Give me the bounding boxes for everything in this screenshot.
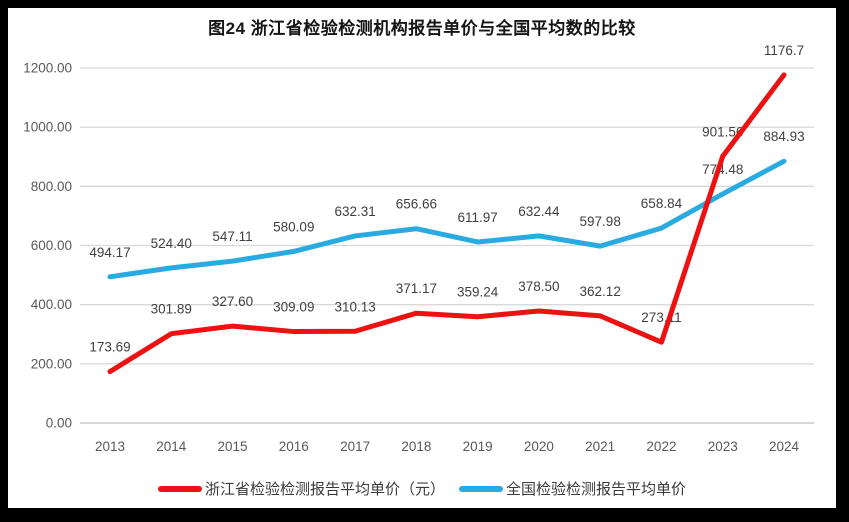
data-label: 901.56: [702, 124, 743, 139]
x-axis-tick-label: 2019: [463, 439, 493, 454]
legend-marker-national-icon: [459, 485, 503, 492]
data-label: 632.44: [518, 204, 560, 219]
x-axis-tick-label: 2020: [524, 439, 554, 454]
data-label: 580.09: [273, 219, 314, 234]
data-label: 359.24: [457, 285, 499, 300]
chart-area: 图24 浙江省检验检测机构报告单价与全国平均数的比较 0.00 200.00 400…: [8, 8, 836, 508]
y-axis-tick-label: 400.00: [31, 297, 72, 312]
legend-label-national: 全国检验检测报告平均单价: [506, 481, 687, 498]
x-axis-tick-label: 2013: [95, 439, 125, 454]
series-line: [107, 158, 787, 280]
data-label: 632.31: [334, 204, 375, 219]
data-label: 327.60: [212, 294, 253, 309]
x-axis-tick-label: 2014: [156, 439, 187, 454]
legend-item-zhejiang: 浙江省检验检测报告平均单价（元）: [157, 478, 445, 499]
y-axis-tick-label: 1000.00: [23, 120, 72, 135]
x-axis-tick-label: 2015: [218, 439, 248, 454]
data-label: 494.17: [89, 245, 130, 260]
legend-item-national: 全国检验检测报告平均单价: [459, 478, 686, 499]
chart-canvas: 0.00 200.00 400.00 600.00 800.00 1000.00 1200.…: [23, 43, 814, 454]
data-label: 371.17: [396, 281, 437, 296]
legend-label-zhejiang: 浙江省检验检测报告平均单价（元）: [204, 481, 445, 498]
y-axis-tick-label: 800.00: [31, 179, 72, 194]
legend-marker-zhejiang-icon: [157, 485, 202, 492]
data-label: 774.48: [702, 162, 743, 177]
data-label: 362.12: [580, 284, 621, 299]
data-label: 173.69: [89, 340, 130, 355]
x-axis-tick-label: 2022: [646, 439, 676, 454]
data-label: 378.50: [518, 279, 559, 294]
y-axis-tick-label: 600.00: [31, 238, 72, 253]
data-label: 310.13: [334, 299, 375, 314]
y-axis-tick-label: 0.00: [46, 416, 72, 431]
data-label: 524.40: [151, 236, 192, 251]
data-label: 658.84: [641, 196, 683, 211]
chart-title: 图24 浙江省检验检测机构报告单价与全国平均数的比较: [208, 19, 636, 38]
x-axis-tick-label: 2023: [708, 439, 738, 454]
data-label: 884.93: [763, 129, 804, 144]
data-label: 656.66: [396, 197, 437, 212]
data-label: 309.09: [273, 300, 314, 315]
y-axis-tick-label: 200.00: [31, 356, 72, 371]
x-axis-tick-label: 2018: [401, 439, 431, 454]
y-axis-tick-label: 1200.00: [23, 61, 72, 76]
x-axis-tick-label: 2016: [279, 439, 309, 454]
data-label: 611.97: [457, 210, 497, 225]
data-label: 547.11: [212, 229, 252, 244]
x-axis-tick-label: 2017: [340, 439, 370, 454]
data-label: 273.11: [641, 310, 681, 325]
data-label: 301.89: [151, 302, 192, 317]
x-axis-tick-label: 2024: [769, 439, 800, 454]
data-label: 597.98: [580, 214, 621, 229]
legend: 浙江省检验检测报告平均单价（元） 全国检验检测报告平均单价: [8, 478, 836, 499]
data-label: 1176.7: [764, 43, 804, 58]
series-line: [107, 72, 787, 375]
x-axis-tick-label: 2021: [585, 439, 615, 454]
